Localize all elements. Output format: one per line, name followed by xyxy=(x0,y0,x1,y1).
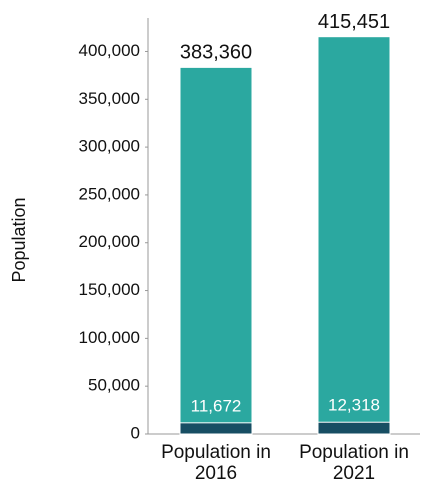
y-tick-label: 400,000 xyxy=(79,41,140,60)
y-tick-label: 200,000 xyxy=(79,232,140,251)
y-tick-label: 300,000 xyxy=(79,137,140,156)
bar xyxy=(317,36,391,435)
data-label: 11,672 xyxy=(191,396,242,415)
y-tick-label: 250,000 xyxy=(79,184,140,203)
bar xyxy=(179,66,253,435)
y-tick-label: 0 xyxy=(131,423,140,442)
y-tick-label: 100,000 xyxy=(79,328,140,347)
data-label: 383,360 xyxy=(180,42,252,64)
x-tick-label: Population in 2021 xyxy=(299,442,409,484)
data-label: 12,318 xyxy=(328,396,380,415)
bar xyxy=(179,422,253,435)
x-tick-label: Population in 2016 xyxy=(161,442,271,484)
y-axis-label: Population xyxy=(9,197,29,282)
bar xyxy=(317,421,391,435)
y-tick-label: 50,000 xyxy=(88,376,140,395)
y-tick-label: 350,000 xyxy=(79,89,140,108)
data-label: 415,451 xyxy=(318,11,390,33)
y-tick-label: 150,000 xyxy=(79,280,140,299)
